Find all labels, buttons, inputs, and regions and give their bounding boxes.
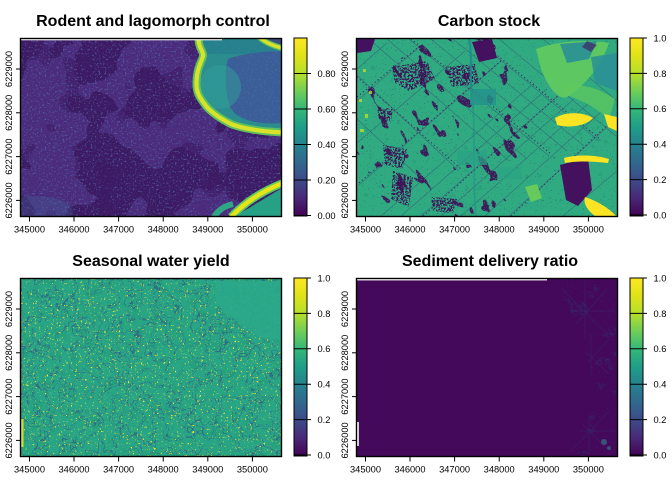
svg-text:6229000: 6229000 [4,291,14,327]
svg-text:0.8: 0.8 [654,69,667,79]
svg-text:349000: 349000 [192,465,223,475]
svg-text:350000: 350000 [237,225,268,235]
svg-text:1.0: 1.0 [654,273,667,283]
svg-text:0.40: 0.40 [318,140,336,150]
svg-text:348000: 348000 [148,465,179,475]
svg-text:0.2: 0.2 [654,415,667,425]
svg-text:345000: 345000 [350,465,381,475]
svg-text:0.4: 0.4 [654,380,667,390]
svg-text:6229000: 6229000 [340,291,350,327]
svg-text:345000: 345000 [14,225,45,235]
svg-text:0.0: 0.0 [318,450,331,460]
svg-text:0.4: 0.4 [654,140,667,150]
svg-text:348000: 348000 [148,225,179,235]
svg-text:Sediment delivery ratio: Sediment delivery ratio [402,253,578,270]
svg-text:348000: 348000 [484,225,515,235]
svg-text:349000: 349000 [192,225,223,235]
svg-text:346000: 346000 [394,465,425,475]
svg-text:350000: 350000 [237,465,268,475]
svg-text:347000: 347000 [103,465,134,475]
svg-text:349000: 349000 [528,465,559,475]
svg-text:Rodent and lagomorph control: Rodent and lagomorph control [36,13,270,30]
svg-text:1.0: 1.0 [654,33,667,43]
svg-text:0.80: 0.80 [318,69,336,79]
svg-text:0.8: 0.8 [318,309,331,319]
svg-text:347000: 347000 [103,225,134,235]
svg-text:0.20: 0.20 [318,175,336,185]
svg-text:346000: 346000 [58,465,89,475]
svg-text:0.2: 0.2 [318,415,331,425]
svg-text:0.6: 0.6 [318,344,331,354]
svg-text:0.0: 0.0 [654,450,667,460]
svg-text:0.8: 0.8 [654,309,667,319]
svg-text:6226000: 6226000 [340,182,350,218]
svg-text:347000: 347000 [439,225,470,235]
svg-text:347000: 347000 [439,465,470,475]
svg-text:349000: 349000 [528,225,559,235]
svg-text:6228000: 6228000 [340,335,350,371]
svg-text:0.4: 0.4 [318,380,331,390]
svg-text:6226000: 6226000 [340,422,350,458]
svg-text:345000: 345000 [350,225,381,235]
svg-text:6227000: 6227000 [4,138,14,174]
svg-text:6226000: 6226000 [4,182,14,218]
svg-text:350000: 350000 [573,465,604,475]
svg-text:1.0: 1.0 [318,273,331,283]
svg-text:Seasonal water yield: Seasonal water yield [72,253,229,270]
svg-text:345000: 345000 [14,465,45,475]
svg-text:0.60: 0.60 [318,104,336,114]
svg-text:6228000: 6228000 [340,95,350,131]
svg-text:0.2: 0.2 [654,175,667,185]
svg-text:346000: 346000 [58,225,89,235]
svg-text:0.6: 0.6 [654,104,667,114]
svg-text:6228000: 6228000 [4,335,14,371]
svg-text:0.0: 0.0 [654,210,667,220]
svg-text:0.00: 0.00 [318,211,336,221]
svg-text:350000: 350000 [573,225,604,235]
svg-text:346000: 346000 [394,225,425,235]
svg-text:6227000: 6227000 [4,378,14,414]
svg-text:6227000: 6227000 [340,138,350,174]
svg-text:6228000: 6228000 [4,95,14,131]
svg-text:Carbon stock: Carbon stock [438,13,540,30]
svg-text:6229000: 6229000 [340,51,350,87]
svg-text:6226000: 6226000 [4,422,14,458]
svg-text:6227000: 6227000 [340,378,350,414]
svg-text:6229000: 6229000 [4,51,14,87]
svg-text:0.6: 0.6 [654,344,667,354]
svg-text:348000: 348000 [484,465,515,475]
